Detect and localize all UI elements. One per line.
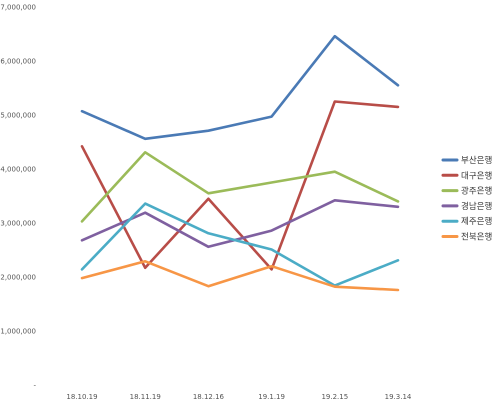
- legend-label: 부산은행: [461, 155, 492, 166]
- y-tick-label: 3,000,000: [0, 220, 36, 228]
- x-tick-label: 18.10.19: [66, 393, 97, 400]
- series-lines: [80, 34, 400, 292]
- series-line-2: [80, 100, 400, 271]
- legend-label: 경남은행: [461, 201, 492, 212]
- x-tick-label: 19.2.15: [321, 393, 348, 400]
- y-tick-label: 2,000,000: [0, 274, 36, 282]
- x-axis: 18.10.19 18.11.19 18.12.16 19.1.19 19.2.15 19…: [66, 393, 411, 400]
- series-line-6: [80, 259, 400, 292]
- x-tick-label: 19.1.19: [258, 393, 285, 400]
- series-line-1: [80, 34, 400, 141]
- legend-label: 대구은행: [461, 170, 492, 181]
- y-tick-label: 5,000,000: [0, 112, 36, 120]
- y-axis: - 1,000,000 2,000,000 3,000,000 4,000,000 5,0…: [0, 4, 36, 390]
- series-line-4: [80, 199, 400, 249]
- legend-label: 전북은행: [461, 232, 492, 243]
- y-tick-label: 1,000,000: [0, 328, 36, 336]
- x-tick-label: 19.3.14: [385, 393, 412, 400]
- y-tick-label: 6,000,000: [0, 58, 36, 66]
- legend-label: 광주은행: [461, 186, 492, 197]
- series-line-5: [80, 202, 400, 287]
- legend-label: 제주은행: [461, 216, 492, 227]
- x-tick-label: 18.11.19: [130, 393, 161, 400]
- x-tick-label: 18.12.16: [193, 393, 225, 400]
- y-tick-label: -: [33, 382, 36, 390]
- series-line-3: [80, 151, 400, 223]
- y-tick-label: 4,000,000: [0, 166, 36, 174]
- y-tick-label: 7,000,000: [0, 4, 36, 12]
